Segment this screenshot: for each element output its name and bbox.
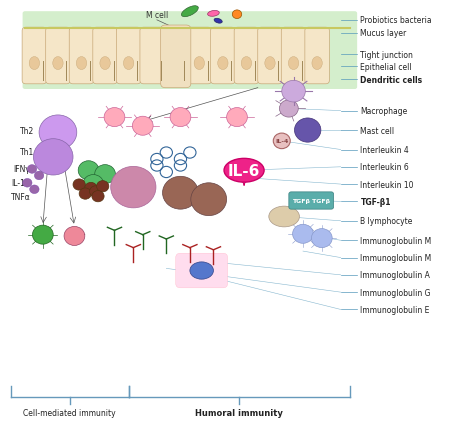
Ellipse shape — [76, 57, 87, 70]
Circle shape — [30, 185, 39, 194]
Text: IL-10: IL-10 — [11, 179, 29, 188]
Circle shape — [279, 101, 298, 118]
Text: Virus: Virus — [35, 232, 54, 241]
FancyBboxPatch shape — [176, 253, 228, 288]
Text: Th2: Th2 — [20, 126, 35, 135]
Circle shape — [23, 179, 32, 187]
Text: Immunoglobulin E: Immunoglobulin E — [360, 305, 430, 314]
Text: Immunoglobulin M: Immunoglobulin M — [360, 236, 432, 245]
Text: Dendritic cells: Dendritic cells — [360, 76, 423, 84]
Circle shape — [311, 229, 332, 248]
Ellipse shape — [100, 57, 110, 70]
Text: Interleukin 10: Interleukin 10 — [360, 180, 414, 189]
Circle shape — [33, 226, 53, 245]
Circle shape — [292, 225, 313, 244]
Circle shape — [90, 186, 102, 197]
Circle shape — [35, 172, 44, 181]
Circle shape — [79, 188, 91, 200]
Ellipse shape — [29, 57, 39, 70]
Text: Th1: Th1 — [20, 148, 35, 157]
Circle shape — [78, 161, 99, 181]
Ellipse shape — [269, 207, 300, 227]
Text: Probiotics bacteria: Probiotics bacteria — [360, 16, 432, 25]
FancyBboxPatch shape — [117, 28, 141, 85]
Ellipse shape — [194, 57, 204, 70]
Circle shape — [282, 81, 305, 103]
Circle shape — [191, 183, 227, 216]
Circle shape — [111, 167, 156, 208]
Ellipse shape — [312, 57, 322, 70]
Text: IL-6: IL-6 — [228, 163, 260, 178]
Text: TGF-β1: TGF-β1 — [360, 197, 391, 207]
Ellipse shape — [171, 57, 181, 70]
Circle shape — [34, 139, 73, 176]
FancyBboxPatch shape — [281, 28, 306, 85]
FancyBboxPatch shape — [161, 26, 191, 89]
Text: Tunor: Tunor — [65, 232, 86, 241]
Circle shape — [273, 134, 290, 149]
Circle shape — [95, 165, 116, 184]
FancyBboxPatch shape — [164, 28, 188, 85]
FancyBboxPatch shape — [234, 28, 259, 85]
Circle shape — [39, 116, 77, 150]
Text: IL-4: IL-4 — [275, 139, 289, 144]
Circle shape — [92, 191, 104, 202]
Circle shape — [163, 177, 198, 210]
Circle shape — [232, 11, 242, 20]
Circle shape — [73, 180, 85, 191]
Circle shape — [170, 108, 191, 127]
FancyBboxPatch shape — [305, 28, 329, 85]
Text: Immunoglobulin A: Immunoglobulin A — [360, 271, 430, 279]
Circle shape — [294, 118, 321, 143]
Ellipse shape — [53, 57, 63, 70]
Text: Immunoglobulin G: Immunoglobulin G — [360, 288, 431, 297]
Text: Cell-mediated immunity: Cell-mediated immunity — [23, 408, 116, 417]
Text: IFNγ: IFNγ — [13, 165, 30, 174]
Circle shape — [104, 108, 125, 127]
Ellipse shape — [218, 57, 228, 70]
Circle shape — [85, 183, 97, 194]
Circle shape — [227, 108, 247, 127]
Circle shape — [132, 117, 153, 136]
Text: Humoral immunity: Humoral immunity — [195, 408, 283, 417]
Circle shape — [83, 175, 104, 194]
Text: TNFα: TNFα — [11, 193, 30, 202]
FancyBboxPatch shape — [187, 28, 211, 85]
FancyBboxPatch shape — [140, 28, 164, 85]
Text: Tight junction: Tight junction — [360, 51, 413, 60]
Ellipse shape — [182, 7, 198, 18]
FancyBboxPatch shape — [93, 28, 117, 85]
Ellipse shape — [190, 262, 213, 279]
Ellipse shape — [241, 57, 252, 70]
Text: Mucus layer: Mucus layer — [360, 29, 407, 38]
Ellipse shape — [265, 57, 275, 70]
Ellipse shape — [214, 19, 222, 24]
Text: TGFβ TGFβ: TGFβ TGFβ — [292, 198, 330, 204]
Text: Immunoglobulin M: Immunoglobulin M — [360, 253, 432, 263]
Ellipse shape — [123, 57, 134, 70]
Ellipse shape — [224, 159, 264, 183]
Ellipse shape — [208, 11, 219, 17]
Text: M cell: M cell — [146, 10, 168, 20]
FancyBboxPatch shape — [258, 28, 282, 85]
Circle shape — [64, 227, 85, 246]
Ellipse shape — [288, 57, 299, 70]
Text: B lymphocyte: B lymphocyte — [360, 217, 413, 226]
FancyBboxPatch shape — [289, 192, 334, 210]
Circle shape — [97, 181, 109, 192]
FancyBboxPatch shape — [22, 28, 46, 85]
FancyBboxPatch shape — [210, 28, 235, 85]
Text: Interleukin 6: Interleukin 6 — [360, 163, 409, 172]
Text: Epithelial cell: Epithelial cell — [360, 62, 412, 72]
Text: Mast cell: Mast cell — [360, 126, 394, 135]
FancyBboxPatch shape — [69, 28, 94, 85]
FancyBboxPatch shape — [46, 28, 70, 85]
FancyBboxPatch shape — [23, 12, 357, 90]
Circle shape — [27, 165, 36, 174]
Text: Macrophage: Macrophage — [360, 107, 408, 116]
Text: Interleukin 4: Interleukin 4 — [360, 146, 409, 155]
